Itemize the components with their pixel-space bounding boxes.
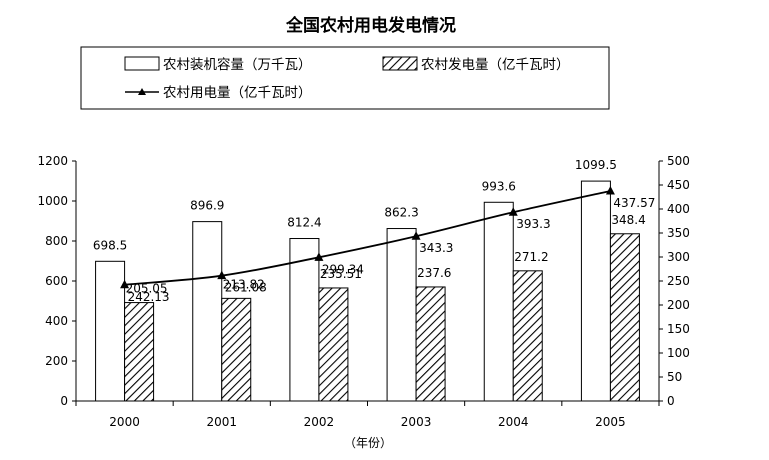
right-tick-label: 0: [667, 394, 675, 408]
legend-label-consumption: 农村用电量（亿千瓦时）: [163, 85, 312, 101]
data-label-capacity: 993.6: [482, 179, 516, 193]
bars: [95, 180, 640, 402]
data-label-capacity: 896.9: [190, 199, 224, 213]
bar-generation: [512, 270, 543, 402]
data-labels: 698.5 205.05 896.9 213.82 812.4 235.51 862.3 23…: [93, 158, 656, 304]
x-tick-label: 2005: [595, 415, 626, 429]
legend-swatch-consumption-marker: [138, 88, 146, 95]
bar-generation: [221, 297, 252, 402]
consumption-point: [120, 279, 130, 289]
consumption-point: [508, 207, 518, 216]
data-label-consumption: 242.13: [128, 290, 170, 304]
data-label-capacity: 862.3: [384, 206, 418, 220]
right-y-ticks: 0 50 100 150 200 250 300 350 400 450 500: [659, 154, 690, 408]
consumption-point: [217, 270, 227, 280]
legend-label-capacity: 农村装机容量（万千瓦）: [163, 56, 312, 73]
left-tick-label: 1200: [37, 154, 68, 168]
legend-swatch-capacity: [124, 56, 160, 71]
data-label-capacity: 698.5: [93, 238, 127, 252]
left-tick-label: 0: [60, 394, 68, 408]
bar-generation: [415, 286, 446, 402]
data-label-consumption: 343.3: [419, 241, 453, 255]
consumption-line-path: [124, 190, 611, 286]
right-tick-label: 400: [667, 202, 690, 216]
x-tick-label: 2000: [109, 415, 140, 429]
x-tick-label: 2003: [401, 415, 432, 429]
data-label-consumption: 299.34: [322, 262, 364, 276]
right-tick-label: 300: [667, 250, 690, 264]
data-label-consumption: 261.08: [225, 281, 267, 295]
consumption-point: [314, 252, 324, 261]
legend-label-generation: 农村发电量（亿千瓦时）: [421, 57, 570, 73]
chart-title: 全国农村用电发电情况: [285, 15, 456, 36]
bar-capacity: [192, 221, 223, 402]
legend-swatch-generation: [382, 56, 418, 71]
data-label-capacity: 812.4: [287, 216, 321, 230]
bar-capacity: [386, 228, 417, 402]
left-y-ticks: 0 200 400 600 800 1000 1200: [37, 154, 76, 408]
legend-box: [80, 46, 610, 110]
data-label-consumption: 393.3: [516, 217, 550, 231]
right-tick-label: 350: [667, 226, 690, 240]
data-label-generation: 271.2: [514, 250, 548, 264]
x-tick-label: 2002: [304, 415, 335, 429]
data-label-generation: 237.6: [417, 266, 451, 280]
bar-capacity: [580, 180, 611, 402]
right-tick-label: 150: [667, 322, 690, 336]
right-tick-label: 200: [667, 298, 690, 312]
left-tick-label: 600: [45, 274, 68, 288]
data-label-generation: 213.82: [223, 277, 265, 291]
x-tick-label: 2001: [206, 415, 237, 429]
data-label-generation: 205.05: [126, 282, 168, 296]
right-tick-label: 450: [667, 178, 690, 192]
left-tick-label: 800: [45, 234, 68, 248]
left-tick-label: 200: [45, 354, 68, 368]
bar-capacity: [483, 201, 514, 402]
bar-generation: [124, 302, 155, 402]
x-tick-label: 2004: [498, 415, 529, 429]
bar-generation: [609, 233, 640, 402]
data-label-capacity: 1099.5: [575, 158, 617, 172]
consumption-point: [605, 185, 615, 195]
right-tick-label: 500: [667, 154, 690, 168]
x-axis-label: （年份）: [344, 436, 392, 450]
data-label-generation: 235.51: [320, 267, 362, 281]
right-tick-label: 250: [667, 274, 690, 288]
bar-capacity: [95, 260, 126, 402]
right-tick-label: 100: [667, 346, 690, 360]
legend: 农村装机容量（万千瓦） 农村发电量（亿千瓦时） 农村用电量（亿千瓦时）: [80, 46, 610, 110]
data-label-consumption: 437.57: [613, 196, 655, 210]
consumption-point: [411, 231, 421, 240]
left-tick-label: 400: [45, 314, 68, 328]
x-ticks: 2000 2001 2002 2003 2004 2005: [75, 401, 660, 429]
data-label-generation: 348.4: [611, 213, 645, 227]
right-tick-label: 50: [667, 370, 682, 384]
left-tick-label: 1000: [37, 194, 68, 208]
bar-generation: [318, 287, 349, 402]
consumption-line: [120, 185, 615, 289]
